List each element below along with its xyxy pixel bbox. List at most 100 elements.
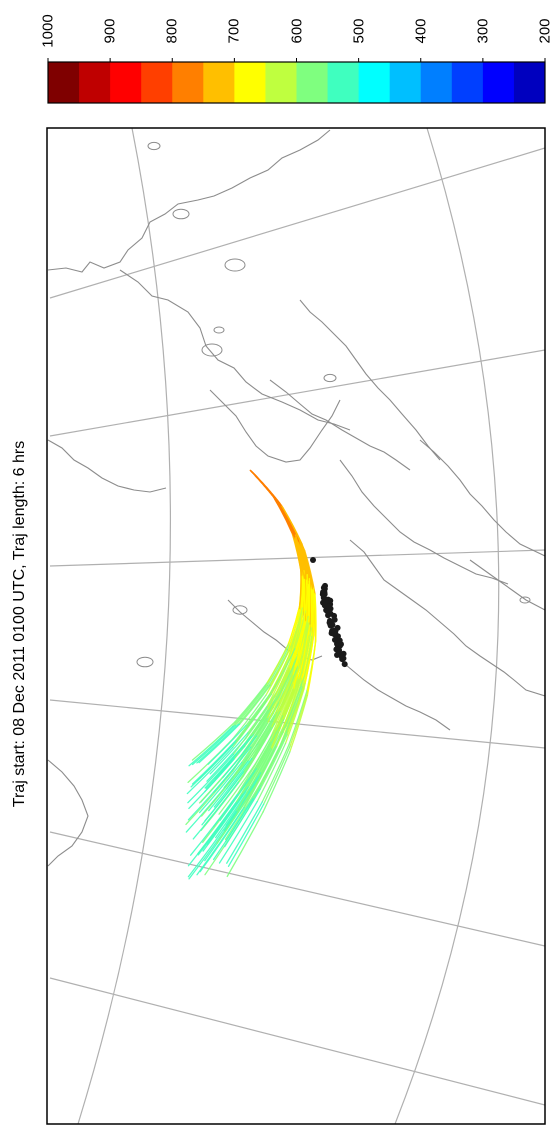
trajectory-segment — [209, 732, 249, 775]
trajectory-start-point — [326, 603, 333, 610]
trajectory-segment — [216, 786, 256, 845]
meridian-line — [49, 977, 545, 1106]
trajectory-segment — [198, 723, 241, 764]
trajectory-segment — [307, 577, 311, 618]
trajectory-segment — [246, 466, 279, 506]
trajectory-segment — [292, 633, 306, 690]
coastline — [469, 559, 545, 611]
coastline — [209, 389, 341, 463]
trajectory-segment — [300, 541, 310, 580]
trajectory-segment — [287, 608, 301, 653]
island-outline — [136, 656, 154, 668]
trajectory-segment — [267, 661, 291, 711]
trajectory-start-point — [310, 557, 316, 563]
trajectory-segment — [302, 547, 314, 589]
colorbar-segment — [513, 62, 546, 103]
trajectory-segment — [313, 593, 317, 642]
trajectory-lines — [185, 466, 317, 880]
trajectory-segment — [237, 726, 273, 783]
trajectory-segment — [235, 747, 272, 812]
trajectory-segment — [281, 686, 303, 742]
trajectory-segment — [213, 757, 253, 808]
trajectory-start-point — [331, 636, 338, 643]
trajectory-segment — [223, 776, 261, 832]
trajectory-segment — [234, 684, 268, 726]
trajectory-segment — [294, 536, 306, 581]
trajectory-segment — [259, 722, 288, 774]
trajectory-segment — [185, 770, 234, 826]
trajectory-start-point — [338, 654, 345, 661]
coastline-outlines — [47, 129, 545, 867]
trajectory-segment — [242, 722, 276, 777]
colorbar-graphic — [47, 58, 546, 104]
trajectory-segment — [284, 688, 305, 745]
trajectory-segment — [301, 635, 313, 688]
trajectory-segment — [294, 534, 305, 572]
colorbar-segment — [79, 62, 111, 103]
coastline — [419, 439, 545, 557]
colorbar-segment — [234, 62, 266, 103]
trajectory-segment — [304, 634, 315, 685]
colorbar-segment — [358, 62, 391, 103]
island-outline — [519, 596, 531, 604]
trajectory-segment — [250, 694, 280, 738]
trajectory-segment — [237, 684, 270, 725]
trajectory-segment — [218, 800, 258, 864]
trajectory-segment — [206, 786, 249, 845]
trajectory-segment — [232, 694, 267, 740]
coastline — [47, 759, 89, 867]
trajectory-segment — [304, 574, 308, 612]
island-outline — [172, 208, 190, 220]
parallel-line — [394, 128, 500, 1124]
graticule-lines — [49, 128, 545, 1124]
trajectory-segment — [226, 811, 264, 878]
trajectory-segment — [189, 794, 238, 856]
meridian-line — [49, 831, 545, 947]
trajectory-segment — [207, 724, 247, 765]
trajectory-segment — [289, 621, 303, 672]
trajectory-segment — [232, 705, 268, 756]
colorbar-segment — [389, 62, 422, 103]
trajectory-segment — [191, 721, 236, 761]
trajectory-segment — [270, 688, 295, 749]
trajectory-segment — [306, 640, 317, 693]
trajectory-segment — [251, 710, 281, 760]
trajectory-segment — [212, 798, 254, 861]
colorbar-segment — [451, 62, 484, 103]
trajectory-segment — [186, 746, 234, 795]
trajectory-segment — [224, 788, 261, 848]
trajectory-segment — [245, 686, 276, 727]
trajectory-segment — [262, 751, 291, 813]
trajectory-segment — [187, 753, 234, 804]
meridian-line — [49, 349, 545, 437]
trajectory-segment — [187, 802, 237, 867]
trajectory-segment — [196, 723, 239, 764]
trajectory-segment — [219, 768, 257, 821]
trajectory-start-point — [341, 661, 348, 668]
coastline — [119, 269, 351, 431]
trajectory-segment — [253, 473, 283, 507]
trajectory-start-point — [327, 597, 334, 604]
trajectory-start-point — [330, 627, 337, 634]
trajectory-segment — [275, 688, 299, 748]
trajectory-segment — [261, 743, 290, 803]
coastline — [299, 299, 441, 461]
trajectory-segment — [274, 648, 296, 688]
coastline — [339, 459, 509, 585]
trajectory-segment — [262, 745, 291, 805]
trajectory-segment — [234, 682, 268, 723]
trajectory-segment — [218, 763, 256, 815]
trajectory-segment — [298, 622, 310, 667]
colorbar-segment — [296, 62, 329, 103]
island-outline — [213, 326, 225, 334]
trajectory-segment — [190, 741, 236, 788]
trajectory-segment — [199, 806, 245, 873]
trajectory-start-point — [327, 621, 334, 628]
trajectory-segment — [213, 736, 252, 780]
island-outline — [201, 343, 223, 357]
trajectory-segment — [266, 643, 290, 684]
trajectory-segment — [279, 665, 300, 713]
trajectory-segment — [269, 683, 294, 743]
trajectory-segment — [298, 538, 308, 576]
trajectory-segment — [290, 607, 304, 647]
